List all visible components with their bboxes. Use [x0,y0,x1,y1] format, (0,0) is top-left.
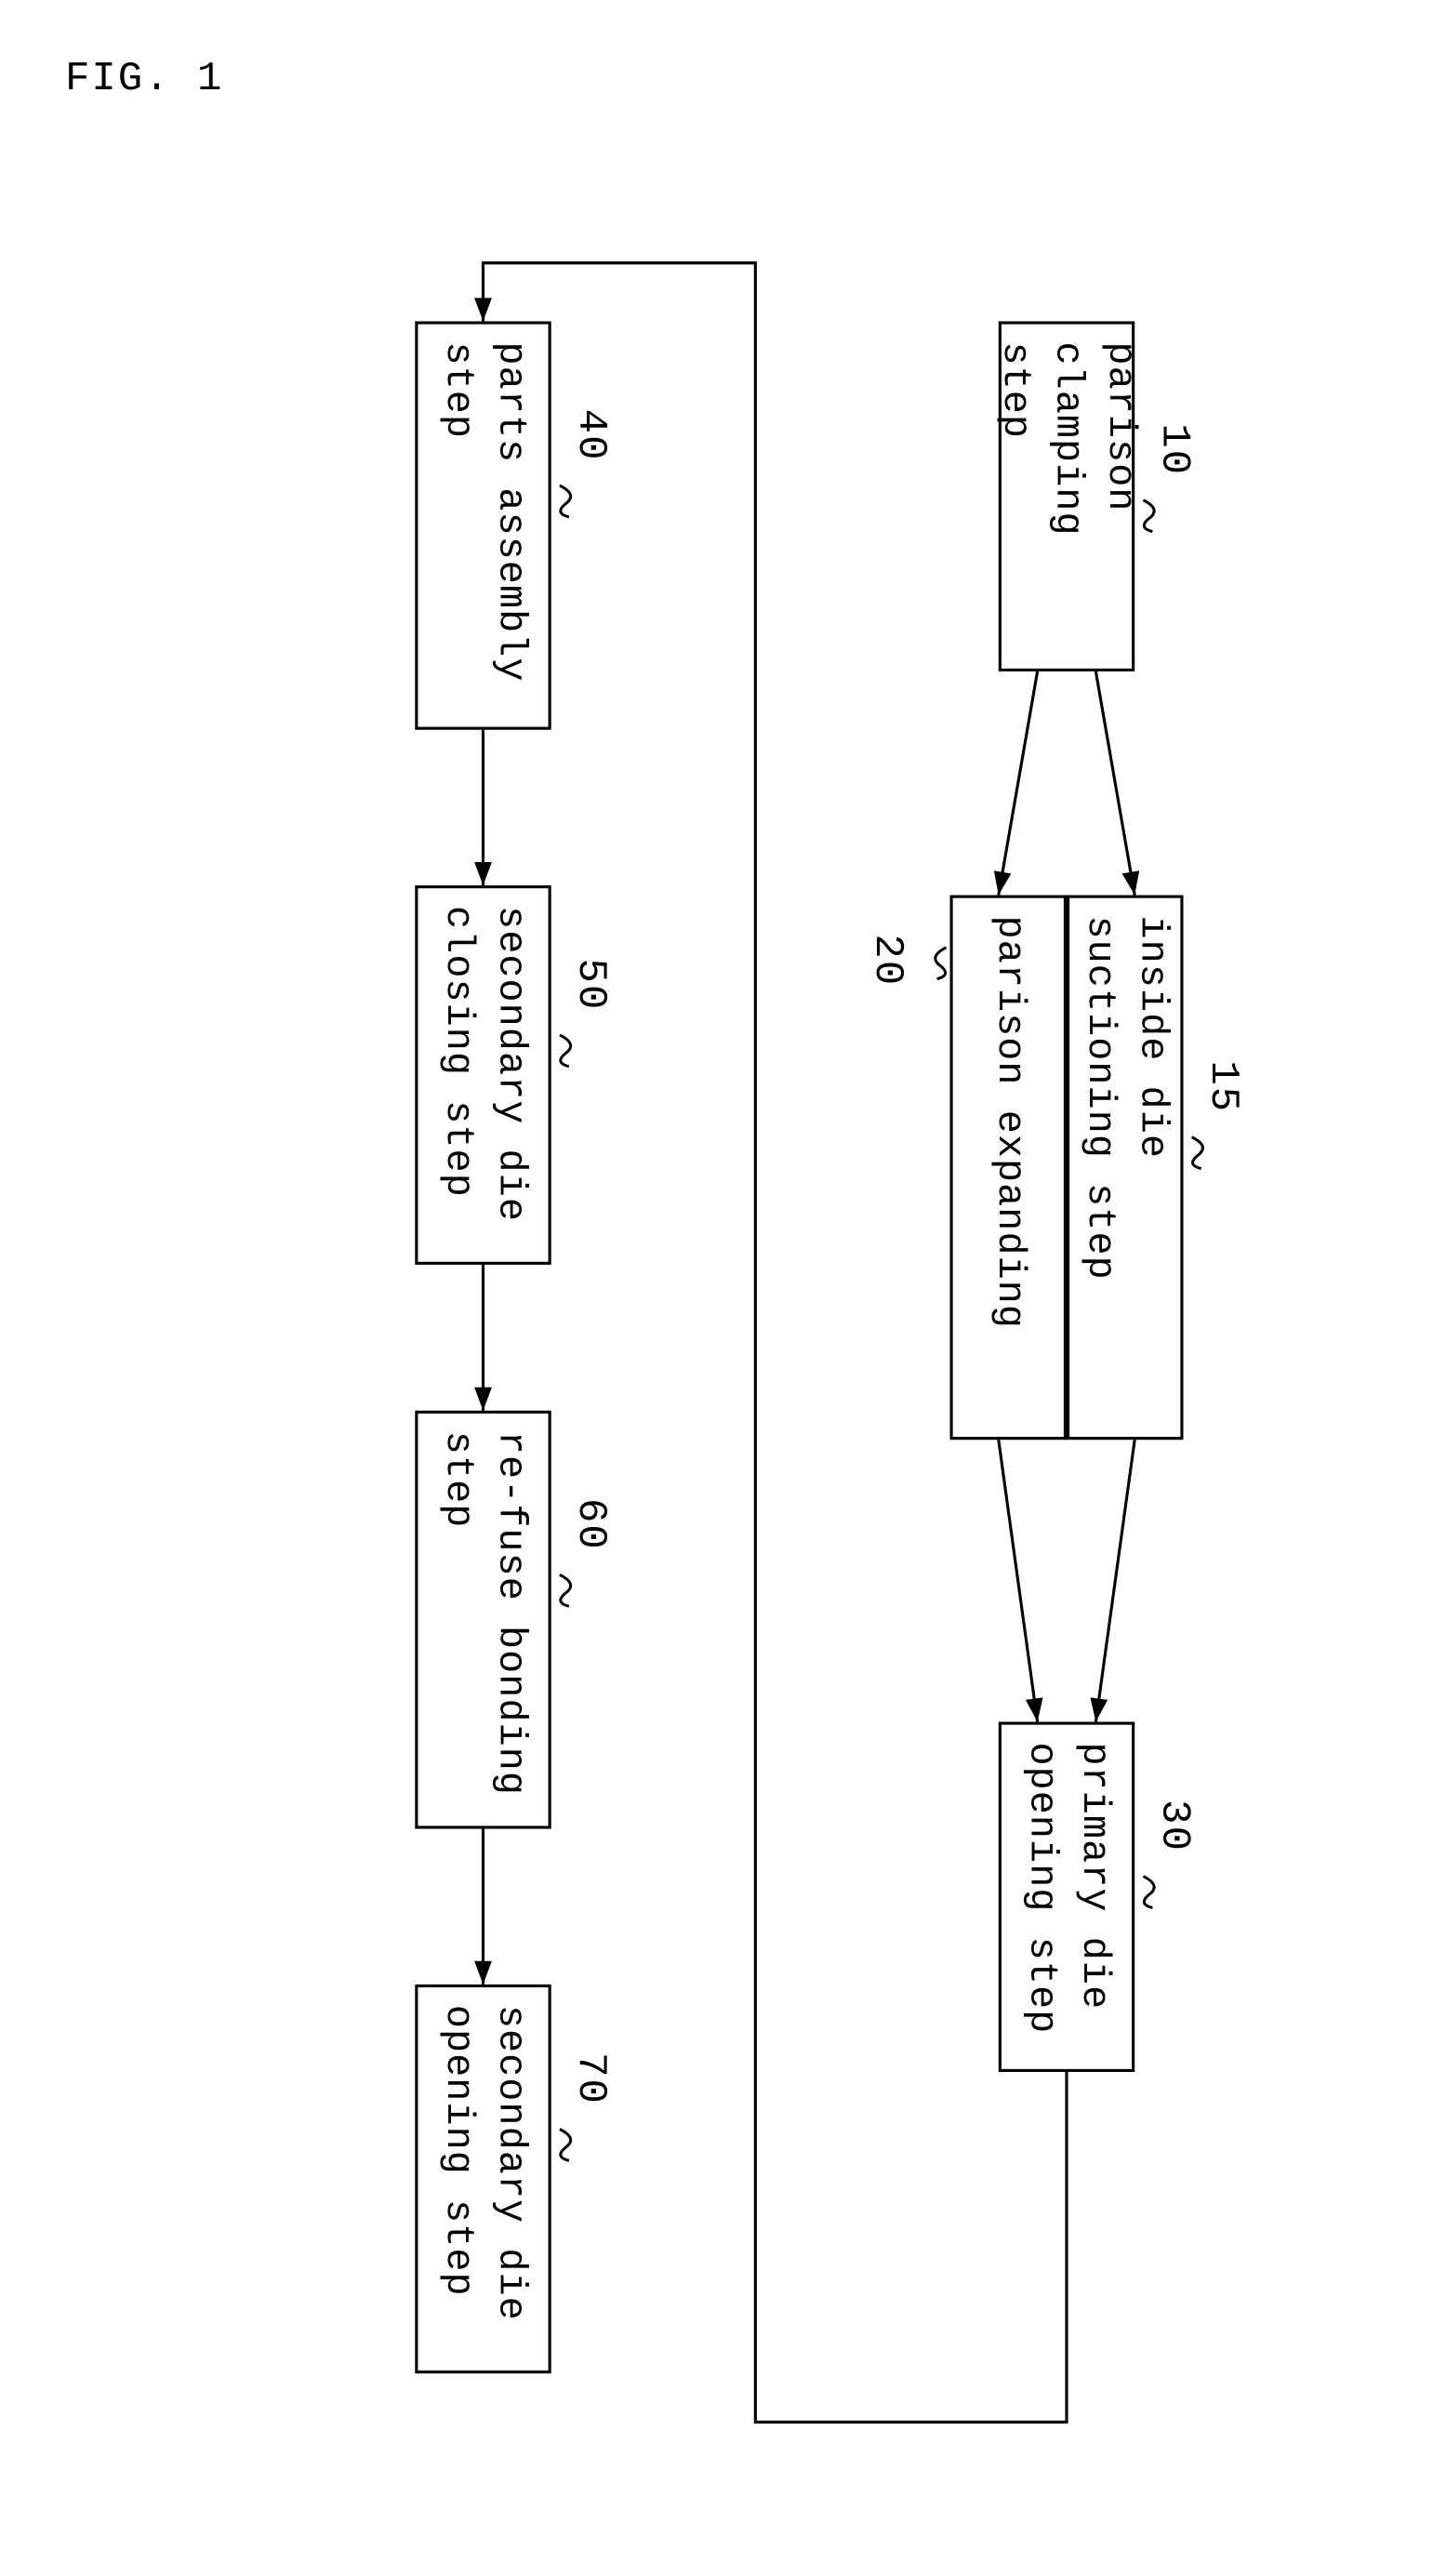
page: FIG. 1 parison clamping step10inside die… [0,0,1433,2576]
flow-diagram: parison clamping step10inside die suctio… [133,205,1300,2539]
figure-label: FIG. 1 [65,56,223,102]
arrows-layer [133,205,1300,2539]
